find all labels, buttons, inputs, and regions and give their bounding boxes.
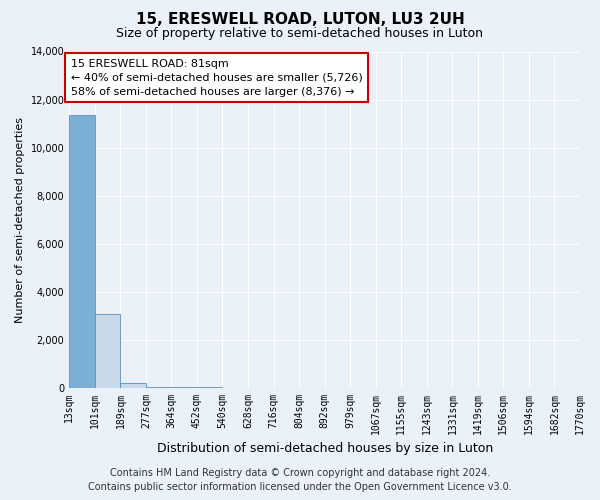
Bar (69, 115, 95, 388)
Bar (95, 314, 121, 388)
Bar (121, 383, 146, 388)
Y-axis label: Number of semi-detached properties: Number of semi-detached properties (15, 116, 25, 322)
Text: 15 ERESWELL ROAD: 81sqm
← 40% of semi-detached houses are smaller (5,726)
58% of: 15 ERESWELL ROAD: 81sqm ← 40% of semi-de… (71, 58, 362, 96)
X-axis label: Distribution of semi-detached houses by size in Luton: Distribution of semi-detached houses by … (157, 442, 493, 455)
Text: Contains HM Land Registry data © Crown copyright and database right 2024.
Contai: Contains HM Land Registry data © Crown c… (88, 468, 512, 492)
Text: 15, ERESWELL ROAD, LUTON, LU3 2UH: 15, ERESWELL ROAD, LUTON, LU3 2UH (136, 12, 464, 28)
Bar (146, 387, 172, 388)
Text: Size of property relative to semi-detached houses in Luton: Size of property relative to semi-detach… (116, 28, 484, 40)
